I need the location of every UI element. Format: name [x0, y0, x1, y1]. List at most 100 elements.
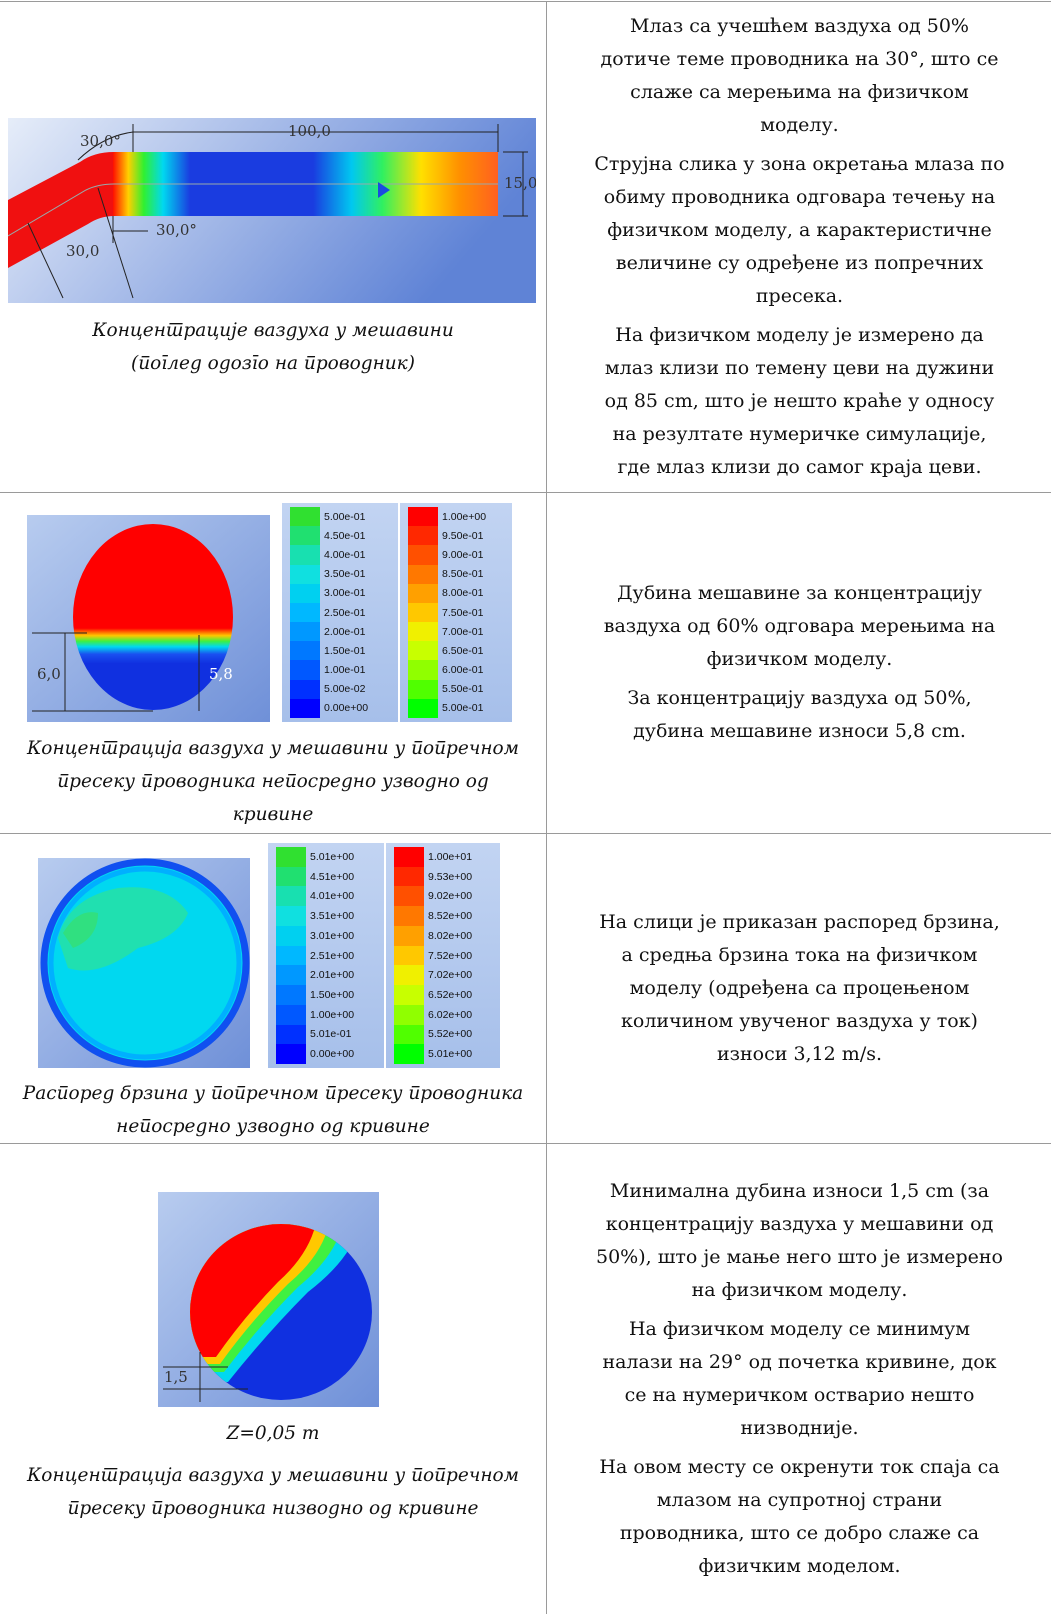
paragraph-line: концентрацију ваздуха у мешавини од: [605, 1212, 994, 1235]
legend-swatch: [408, 641, 438, 661]
paragraph-line: низводније.: [740, 1416, 859, 1439]
legend-label: 0.00e+00: [324, 702, 369, 715]
legend-swatch: [408, 526, 438, 546]
legend-label: 1.50e-01: [324, 644, 366, 657]
marker: [378, 182, 390, 198]
caption-line: Концентрација ваздуха у мешавини у попре…: [26, 1465, 519, 1486]
legend-swatch: [290, 679, 320, 700]
legend-label: 8.02e+00: [428, 929, 473, 942]
color-legend: 5.01e+00 4.51e+00 4.01e+00 3.51e+00 3.01e+00…: [268, 843, 384, 1068]
color-legend: 1.00e+00 9.50e-01 9.00e-01 8.50e-01 8.00e-01…: [400, 503, 512, 722]
legend-label: 6.02e+00: [428, 1008, 473, 1021]
legend-label: 3.50e-01: [324, 568, 366, 581]
legend-label: 5.01e+00: [428, 1048, 473, 1061]
legend-label: 5.50e-01: [442, 683, 484, 696]
legend-label: 8.52e+00: [428, 910, 473, 923]
legend-swatch: [290, 583, 320, 604]
paragraph-line: физичким моделом.: [698, 1554, 901, 1577]
legend-swatch: [276, 866, 306, 887]
legend-label: 4.51e+00: [310, 870, 355, 883]
legend-label: 9.02e+00: [428, 890, 473, 903]
paragraph-line: износи 3,12 m/s.: [716, 1042, 883, 1065]
paragraph-line: моделу (одређена са процењеном: [629, 976, 970, 999]
legend-label: 6.50e-01: [442, 644, 484, 657]
legend-swatch: [408, 583, 438, 604]
legend-label: 9.00e-01: [442, 548, 484, 561]
dimension-label: 30,0°: [156, 221, 197, 239]
dimension-label: 30,0: [66, 242, 99, 260]
paragraph-line: на физичком моделу.: [691, 1278, 908, 1301]
legend-swatch: [290, 526, 320, 546]
paragraph-line: Минимална дубина износи 1,5 cm (за: [609, 1179, 990, 1202]
legend-swatch: [394, 866, 424, 887]
figure-top-view: 30,0° 100,0 15,0 30,0 30,0°: [8, 118, 536, 303]
dimension-label: 15,0: [504, 174, 536, 192]
legend-swatch: [408, 698, 438, 719]
table-rule: [0, 1143, 1051, 1144]
dimension-label: 1,5: [164, 1368, 188, 1386]
legend-label: 5.01e-01: [310, 1028, 352, 1041]
color-legend: 1.00e+01 9.53e+00 9.02e+00 8.52e+00 8.02e+00…: [386, 843, 500, 1068]
figure-subtitle: Z=0,05 m: [226, 1423, 320, 1444]
caption-line: Распоред брзина у попречном пресеку пров…: [22, 1083, 524, 1104]
paragraph-line: На слици је приказан распоред брзина,: [599, 910, 1000, 933]
paragraph-line: На физичком моделу је измерено да: [615, 323, 984, 346]
legend-label: 1.00e-01: [324, 664, 366, 677]
legend-label: 0.00e+00: [310, 1048, 355, 1061]
legend-label: 5.00e-02: [324, 683, 366, 696]
legend-swatch: [290, 698, 320, 719]
legend-swatch: [408, 564, 438, 585]
paragraph-line: где млаз клизи до самог краја цеви.: [617, 455, 982, 478]
table-rule: [0, 833, 1051, 834]
paragraph-line: а средња брзина тока на физичком: [621, 943, 978, 966]
caption-line: пресеку проводника непосредно узводно од: [57, 771, 489, 792]
legend-swatch: [394, 1044, 424, 1065]
legend-label: 2.00e-01: [324, 625, 366, 638]
legend-swatch: [408, 622, 438, 642]
table-rule: [546, 1, 547, 1614]
legend-label: 1.00e+01: [428, 850, 473, 863]
paragraph-line: 50%), што је мање него што је измерено: [595, 1245, 1003, 1268]
legend-swatch: [394, 985, 424, 1006]
legend-swatch: [276, 1004, 306, 1026]
legend-label: 6.00e-01: [442, 664, 484, 677]
paragraph-line: величине су одређене из попречних: [615, 251, 984, 274]
paragraph-line: физичком моделу, а карактеристичне: [607, 218, 992, 241]
table-rule: [0, 1, 1051, 2]
paragraph-line: налази на 29° од почетка кривине, док: [602, 1350, 997, 1373]
legend-label: 3.00e-01: [324, 587, 366, 600]
legend-swatch: [394, 1004, 424, 1026]
legend-label: 5.00e-01: [324, 510, 366, 523]
legend-label: 1.00e+00: [442, 510, 487, 523]
caption-line: кривине: [232, 804, 314, 825]
legend-swatch: [408, 602, 438, 623]
caption-line: (поглед одозго на проводник): [131, 353, 415, 374]
legend-swatch: [394, 965, 424, 986]
caption-line: пресеку проводника низводно од кривине: [67, 1498, 479, 1519]
legend-label: 3.01e+00: [310, 929, 355, 942]
legend-label: 7.02e+00: [428, 969, 473, 982]
legend-swatch: [290, 545, 320, 566]
paragraph-line: На овом месту се окренути ток спаја са: [599, 1455, 1000, 1478]
legend-swatch: [408, 660, 438, 681]
paragraph-line: На физичком моделу се минимум: [628, 1317, 971, 1340]
paragraph-line: ваздуха од 60% одговара мерењима на: [603, 615, 996, 637]
legend-swatch: [290, 564, 320, 585]
paragraph-line: слаже са мерењима на физичком: [630, 80, 969, 103]
legend-label: 7.50e-01: [442, 606, 484, 619]
paragraph-line: Струјна слика у зона окретања млаза по: [594, 152, 1005, 175]
dimension-label: 100,0: [288, 122, 331, 140]
section: [73, 524, 233, 710]
legend-label: 7.52e+00: [428, 949, 473, 962]
legend-swatch: [276, 985, 306, 1006]
legend-label: 8.50e-01: [442, 568, 484, 581]
paragraph-line: од 85 cm, што је нешто краће у односу: [604, 389, 995, 412]
color-legend: 5.00e-01 4.50e-01 4.00e-01 3.50e-01 3.00e-01…: [282, 503, 398, 722]
legend-swatch: [290, 660, 320, 681]
legend-swatch: [394, 945, 424, 966]
legend-swatch: [394, 906, 424, 927]
legend-label: 9.50e-01: [442, 529, 484, 542]
paragraph-line: се на нумеричком остварио нешто: [624, 1383, 975, 1406]
legend-label: 5.00e-01: [442, 702, 484, 715]
